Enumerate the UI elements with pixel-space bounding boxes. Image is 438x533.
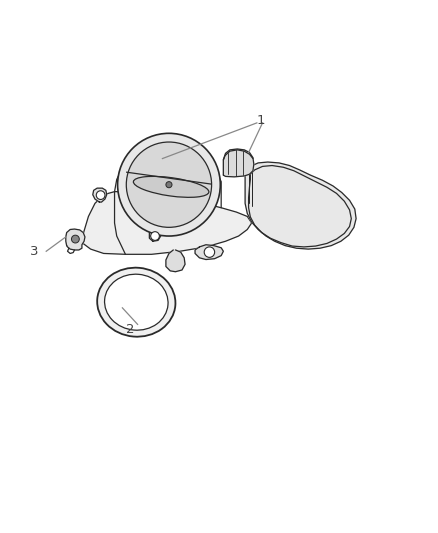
- Polygon shape: [166, 250, 185, 272]
- Circle shape: [71, 235, 79, 243]
- Polygon shape: [135, 204, 147, 220]
- Text: 1: 1: [256, 114, 265, 127]
- Polygon shape: [149, 230, 161, 241]
- Circle shape: [166, 182, 172, 188]
- Polygon shape: [223, 149, 254, 177]
- Circle shape: [204, 247, 215, 257]
- Polygon shape: [66, 229, 85, 250]
- Polygon shape: [93, 188, 107, 202]
- Ellipse shape: [117, 133, 220, 236]
- Ellipse shape: [134, 176, 209, 197]
- Ellipse shape: [126, 142, 212, 228]
- Polygon shape: [82, 192, 252, 254]
- Ellipse shape: [97, 268, 176, 337]
- Text: 2: 2: [126, 323, 134, 336]
- Text: 3: 3: [30, 245, 38, 258]
- Polygon shape: [195, 245, 223, 260]
- Polygon shape: [245, 162, 356, 249]
- Ellipse shape: [105, 274, 168, 330]
- Circle shape: [96, 191, 105, 199]
- Circle shape: [151, 232, 159, 240]
- Polygon shape: [152, 199, 162, 214]
